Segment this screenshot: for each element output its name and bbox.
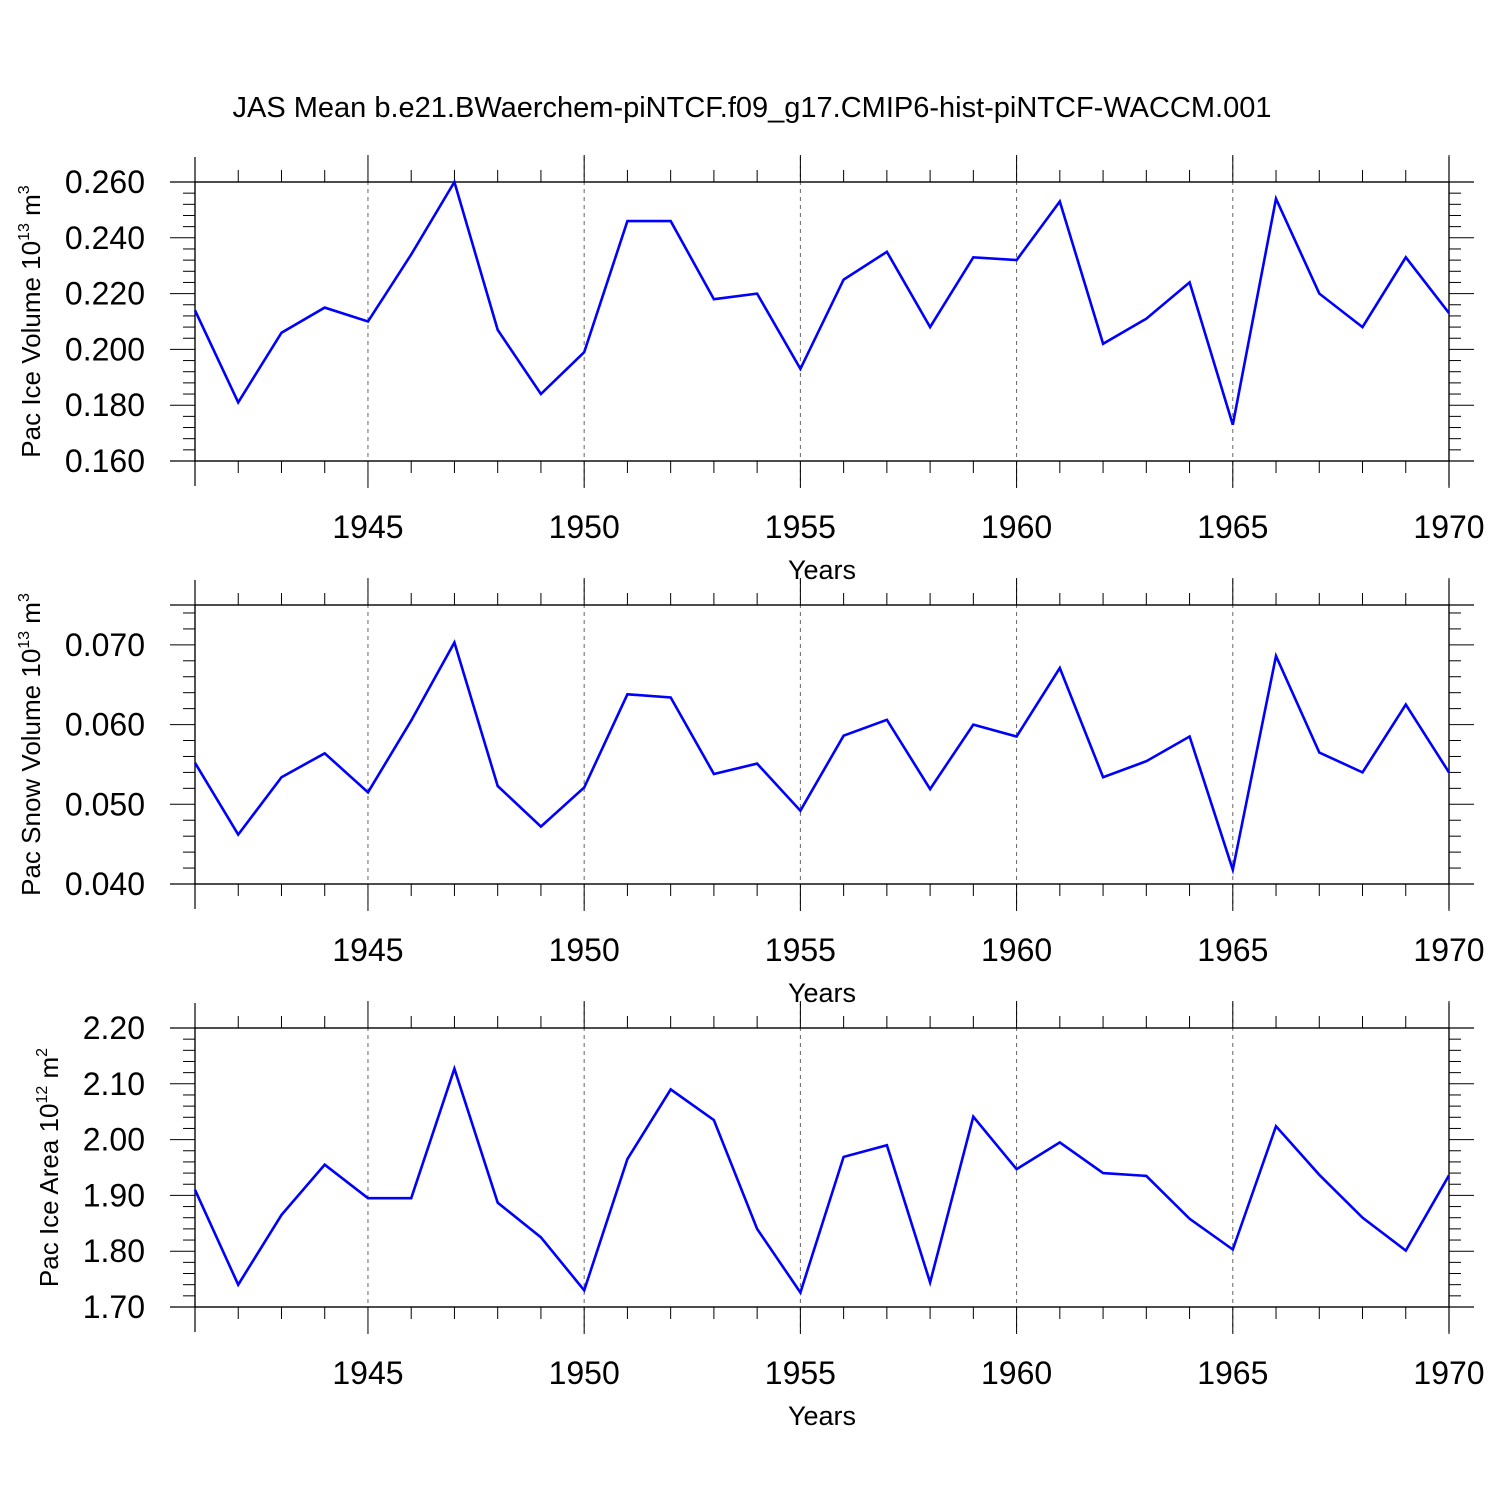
x-tick-label: 1945 bbox=[332, 509, 403, 545]
y-axis-label: Pac Ice Volume 1013 m3 bbox=[16, 185, 46, 458]
y-tick-label: 0.160 bbox=[65, 443, 145, 479]
x-tick-label: 1970 bbox=[1413, 1355, 1484, 1391]
y-tick-label: 0.260 bbox=[65, 164, 145, 200]
y-tick-label: 0.220 bbox=[65, 276, 145, 312]
y-axis-label-prefix: Pac Snow Volume 10 bbox=[16, 649, 46, 896]
y-axis-label: Pac Snow Volume 1013 m3 bbox=[16, 593, 46, 896]
x-tick-label: 1955 bbox=[765, 932, 836, 968]
y-axis-label-unit: m bbox=[16, 194, 46, 223]
y-tick-label: 0.180 bbox=[65, 387, 145, 423]
y-axis-label-exponent: 12 bbox=[34, 1086, 51, 1104]
y-axis-label: Pac Ice Area 1012 m2 bbox=[34, 1048, 64, 1287]
x-tick-label: 1960 bbox=[981, 932, 1052, 968]
y-axis-label-exponent: 13 bbox=[16, 223, 33, 241]
x-tick-label: 1955 bbox=[765, 509, 836, 545]
x-axis-label: Years bbox=[788, 555, 856, 585]
x-tick-label: 1945 bbox=[332, 1355, 403, 1391]
figure-title: JAS Mean b.e21.BWaerchem-piNTCF.f09_g17.… bbox=[233, 92, 1272, 124]
x-tick-label: 1950 bbox=[549, 932, 620, 968]
y-tick-label: 0.060 bbox=[65, 707, 145, 743]
y-axis-label-unit-exponent: 2 bbox=[34, 1048, 51, 1057]
y-tick-label: 2.20 bbox=[83, 1010, 145, 1046]
plot-area-frame bbox=[194, 604, 1450, 885]
y-tick-label: 2.00 bbox=[83, 1122, 145, 1158]
y-axis-label-unit-exponent: 3 bbox=[16, 593, 33, 602]
x-tick-label: 1970 bbox=[1413, 932, 1484, 968]
x-tick-label: 1960 bbox=[981, 509, 1052, 545]
y-tick-label: 0.240 bbox=[65, 220, 145, 256]
y-axis-label-exponent: 13 bbox=[16, 631, 33, 649]
series-line bbox=[193, 639, 1451, 875]
x-tick-label: 1945 bbox=[332, 932, 403, 968]
panel-snow-volume: 1945 1950 1955 1960 1965 1970 Years 0.040 0.050 0… bbox=[16, 578, 1485, 1008]
x-tick-label: 1960 bbox=[981, 1355, 1052, 1391]
y-tick-label: 0.070 bbox=[65, 627, 145, 663]
x-axis-label: Years bbox=[788, 978, 856, 1008]
panel-ice-volume: 1945 1950 1955 1960 1965 1970 Years 0.160 0.180 0… bbox=[16, 155, 1485, 585]
x-axis-label: Years bbox=[788, 1401, 856, 1431]
series-line bbox=[193, 178, 1451, 426]
y-axis-label-unit: m bbox=[34, 1057, 64, 1086]
x-tick-label: 1965 bbox=[1197, 509, 1268, 545]
y-tick-label: 0.050 bbox=[65, 786, 145, 822]
y-tick-label: 1.70 bbox=[83, 1289, 145, 1325]
y-axis-label-unit: m bbox=[16, 602, 46, 631]
x-tick-label: 1965 bbox=[1197, 932, 1268, 968]
series-line bbox=[193, 1064, 1451, 1296]
x-tick-label: 1955 bbox=[765, 1355, 836, 1391]
x-tick-label: 1950 bbox=[549, 509, 620, 545]
y-tick-label: 2.10 bbox=[83, 1066, 145, 1102]
panel-ice-area: 1945 1950 1955 1960 1965 1970 Years 1.70 1.80 1.9… bbox=[34, 1001, 1485, 1431]
y-tick-label: 1.80 bbox=[83, 1233, 145, 1269]
y-tick-label: 0.200 bbox=[65, 331, 145, 367]
y-axis-label-prefix: Pac Ice Volume 10 bbox=[16, 241, 46, 458]
x-tick-label: 1950 bbox=[549, 1355, 620, 1391]
y-tick-label: 1.90 bbox=[83, 1177, 145, 1213]
y-tick-label: 0.040 bbox=[65, 866, 145, 902]
y-axis-label-prefix: Pac Ice Area 10 bbox=[34, 1104, 64, 1288]
y-axis-label-unit-exponent: 3 bbox=[16, 185, 33, 194]
x-tick-label: 1970 bbox=[1413, 509, 1484, 545]
x-tick-label: 1965 bbox=[1197, 1355, 1268, 1391]
